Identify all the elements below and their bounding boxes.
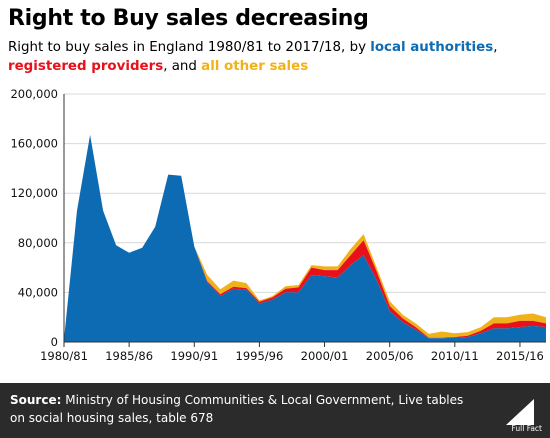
x-tick-label: 1980/81 <box>40 349 88 363</box>
logo-text: Full Fact <box>511 424 543 433</box>
y-tick-label: 160,000 <box>10 137 58 151</box>
series-area-all-other-sales <box>64 134 546 340</box>
subtitle-other-sales: all other sales <box>201 59 309 74</box>
subtitle-registered-providers: registered providers <box>8 59 164 74</box>
subtitle-and: , and <box>163 59 202 74</box>
footer: Source: Ministry of Housing Communities … <box>0 383 550 438</box>
x-tick-label: 2000/01 <box>301 349 349 363</box>
chart-subtitle: Right to buy sales in England 1980/81 to… <box>8 38 538 76</box>
x-tick-label: 2005/06 <box>366 349 414 363</box>
series-area-local-authorities <box>64 134 546 342</box>
x-tick-label: 2015/16 <box>496 349 544 363</box>
x-tick-label: 1995/96 <box>236 349 284 363</box>
full-fact-logo-icon <box>506 399 534 425</box>
source-label: Source: <box>10 393 62 407</box>
area-chart: 0 40,000 80,000 120,000 160,000 200,000 1980/8… <box>10 87 546 363</box>
subtitle-local-authorities: local authorities <box>370 40 494 55</box>
y-tick-label: 0 <box>51 335 58 349</box>
source-text: Ministry of Housing Communities & Local … <box>10 393 464 425</box>
x-tick-label: 1985/86 <box>105 349 153 363</box>
y-tick-label: 80,000 <box>18 236 58 250</box>
source-note: Source: Ministry of Housing Communities … <box>10 391 480 427</box>
y-tick-label: 40,000 <box>18 285 58 299</box>
subtitle-prefix: Right to buy sales in England 1980/81 to… <box>8 40 371 55</box>
x-tick-label: 1990/91 <box>170 349 218 363</box>
y-tick-label: 120,000 <box>10 186 58 200</box>
y-tick-label: 200,000 <box>10 87 58 101</box>
subtitle-separator: , <box>493 40 498 55</box>
chart-title: Right to Buy sales decreasing <box>8 6 369 31</box>
x-tick-label: 2010/11 <box>431 349 479 363</box>
